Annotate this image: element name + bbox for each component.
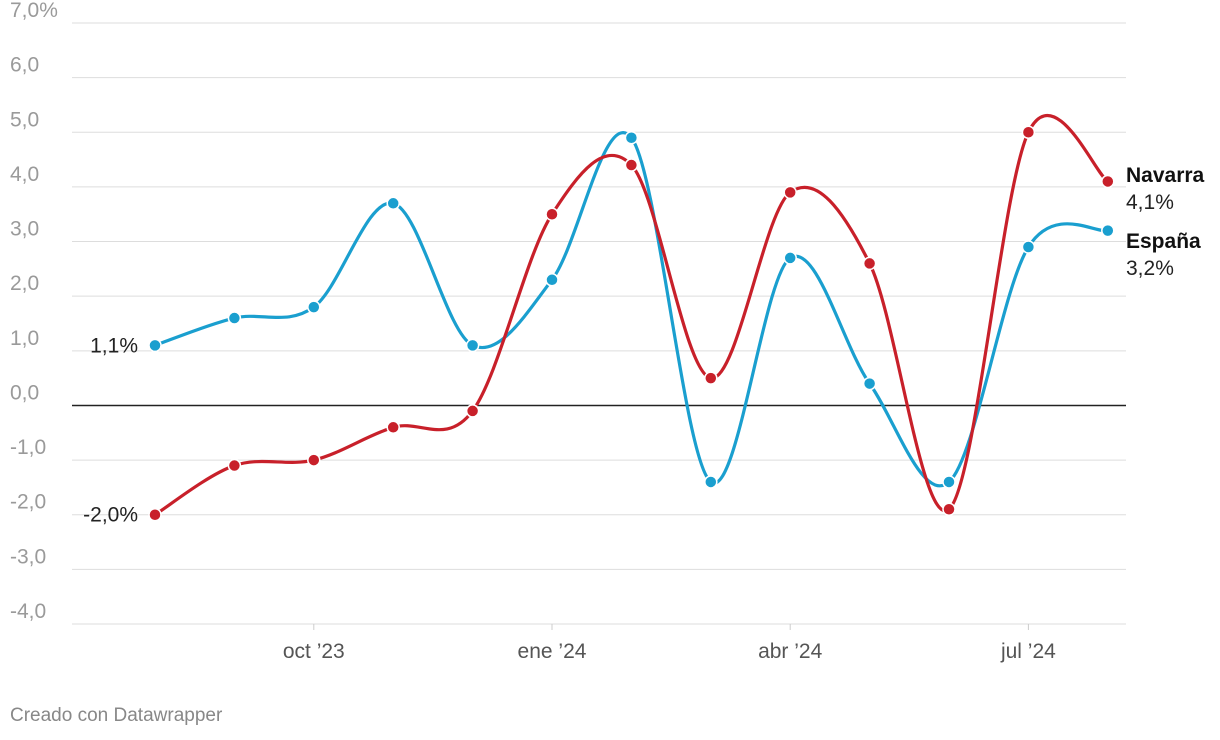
series-line-espana: [153, 131, 1110, 488]
x-tick-label: oct ’23: [283, 640, 345, 663]
data-point: [148, 338, 162, 353]
end-value-label: 4,1%: [1126, 191, 1174, 214]
data-point: [862, 256, 877, 271]
y-tick-label: 2,0: [10, 272, 39, 295]
data-point: [1101, 223, 1115, 238]
y-tick-label: -2,0: [10, 491, 46, 514]
data-point: [862, 376, 877, 391]
y-tick-label: 6,0: [10, 54, 39, 77]
y-tick-label: 1,0: [10, 327, 39, 350]
x-tick-label: ene ’24: [518, 640, 587, 663]
series-name-label: Navarra: [1126, 164, 1205, 187]
y-tick-label: 3,0: [10, 218, 39, 241]
data-point: [148, 507, 162, 522]
data-point: [942, 475, 956, 489]
data-point: [1101, 174, 1115, 189]
y-tick-label: 7,0%: [10, 0, 58, 22]
data-point: [704, 371, 718, 385]
data-point: [783, 251, 797, 265]
data-point: [227, 458, 242, 473]
data-point: [624, 130, 639, 145]
data-point: [465, 404, 480, 418]
data-point: [942, 502, 956, 517]
data-point: [624, 158, 639, 172]
data-point: [465, 338, 480, 353]
y-tick-label: 4,0: [10, 163, 39, 186]
data-point: [545, 273, 559, 287]
data-point: [386, 420, 400, 435]
data-point: [307, 300, 321, 314]
x-tick-label: jul ’24: [1000, 640, 1056, 663]
data-point: [704, 475, 718, 489]
end-value-label: 3,2%: [1126, 257, 1174, 280]
y-tick-label: 0,0: [10, 381, 39, 404]
credit-text: Creado con Datawrapper: [10, 705, 223, 726]
x-tick-label: abr ’24: [758, 640, 823, 663]
data-point: [1021, 125, 1036, 140]
y-tick-label: -1,0: [10, 436, 46, 459]
data-point: [1021, 240, 1036, 254]
y-tick-label: 5,0: [10, 108, 39, 131]
series-name-label: España: [1126, 230, 1201, 253]
series-line-navarra: [153, 113, 1110, 517]
data-point: [545, 207, 559, 221]
y-tick-label: -4,0: [10, 600, 46, 623]
start-value-label: -2,0%: [83, 504, 138, 527]
data-point: [386, 196, 400, 211]
data-point: [783, 185, 797, 200]
data-point: [227, 311, 242, 325]
data-point: [307, 453, 321, 467]
start-value-label: 1,1%: [90, 334, 138, 357]
y-tick-label: -3,0: [10, 545, 46, 568]
line-chart: 7,0% 6,0 5,0 4,0 3,0 2,0 1,0 0,0 -1,0 -2,0 -3,0 -4,…: [10, 0, 1205, 663]
